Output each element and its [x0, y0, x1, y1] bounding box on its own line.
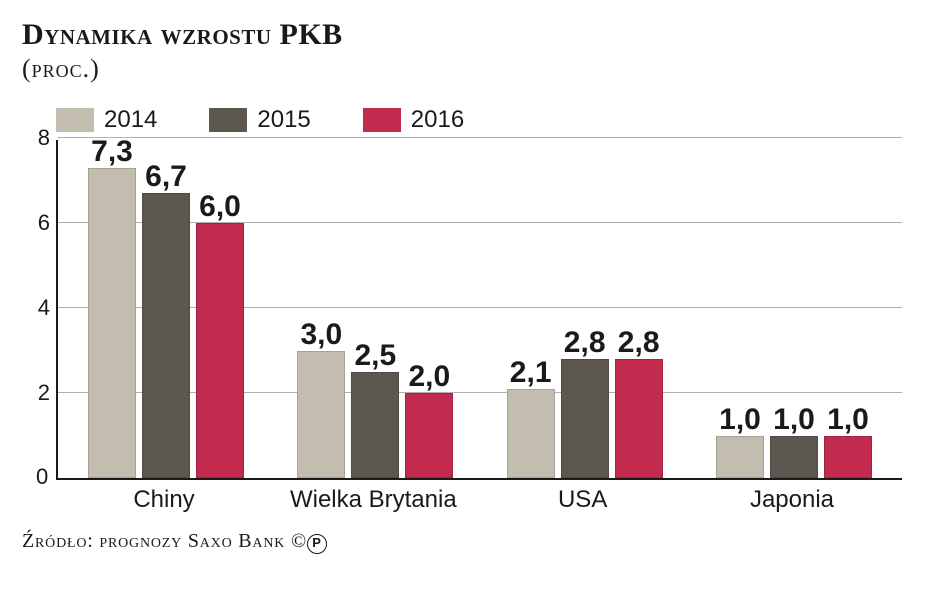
bar-value-label: 2,5 [354, 341, 396, 373]
bar-value-label: 2,0 [408, 362, 450, 394]
bar: 3,0 [297, 351, 345, 479]
ytick-label: 2 [38, 380, 50, 406]
ytick-label: 4 [38, 295, 50, 321]
bar-group: 2,12,82,8 [507, 359, 663, 478]
bar: 6,0 [196, 223, 244, 478]
legend-swatch [363, 108, 401, 132]
legend-item: 2015 [209, 106, 310, 134]
legend-item: 2016 [363, 106, 464, 134]
legend-item: 2014 [56, 106, 157, 134]
bar-value-label: 1,0 [827, 405, 869, 437]
bar-value-label: 6,0 [199, 192, 241, 224]
x-category-label: Chiny [133, 486, 194, 514]
bar-group: 1,01,01,0 [716, 436, 872, 479]
bar-group: 3,02,52,0 [297, 351, 453, 479]
bar-value-label: 2,8 [618, 328, 660, 360]
grid-line [58, 137, 902, 138]
bar: 7,3 [88, 168, 136, 478]
bar-value-label: 6,7 [145, 162, 187, 194]
bar: 6,7 [142, 193, 190, 478]
source-line: Źródło: prognozy Saxo Bank ©P [22, 530, 926, 554]
legend-label: 2014 [104, 106, 157, 134]
bar-value-label: 7,3 [91, 137, 133, 169]
bar-value-label: 1,0 [719, 405, 761, 437]
x-category-label: Wielka Brytania [290, 486, 457, 514]
chart-title: Dynamika wzrostu PKB [22, 18, 926, 52]
bar-value-label: 2,1 [510, 358, 552, 390]
source-text: prognozy Saxo Bank [99, 530, 285, 552]
bar-value-label: 3,0 [300, 320, 342, 352]
legend: 2014 2015 2016 [56, 106, 926, 134]
x-category-label: Japonia [750, 486, 834, 514]
x-category-label: USA [558, 486, 607, 514]
bar: 1,0 [770, 436, 818, 479]
x-axis-labels: Chiny Wielka Brytania USA Japonia [22, 480, 902, 514]
legend-label: 2016 [411, 106, 464, 134]
plot: 0 24687,36,76,03,02,52,02,12,82,81,01,01… [56, 140, 902, 480]
bar-group: 7,36,76,0 [88, 168, 244, 478]
bar: 2,8 [615, 359, 663, 478]
bar: 2,1 [507, 389, 555, 478]
legend-label: 2015 [257, 106, 310, 134]
legend-swatch [56, 108, 94, 132]
bar: 2,8 [561, 359, 609, 478]
bar: 1,0 [716, 436, 764, 479]
bar-value-label: 1,0 [773, 405, 815, 437]
copyright-glyph: © [291, 530, 307, 552]
bar: 1,0 [824, 436, 872, 479]
chart-area: 0 24687,36,76,03,02,52,02,12,82,81,01,01… [22, 140, 902, 480]
ytick-label: 6 [38, 210, 50, 236]
ytick-label: 8 [38, 125, 50, 151]
producer-mark-icon: P [307, 534, 327, 554]
bar-value-label: 2,8 [564, 328, 606, 360]
bar: 2,5 [351, 372, 399, 478]
legend-swatch [209, 108, 247, 132]
bar: 2,0 [405, 393, 453, 478]
chart-subtitle: (proc.) [22, 54, 926, 84]
source-prefix: Źródło: [22, 530, 99, 552]
